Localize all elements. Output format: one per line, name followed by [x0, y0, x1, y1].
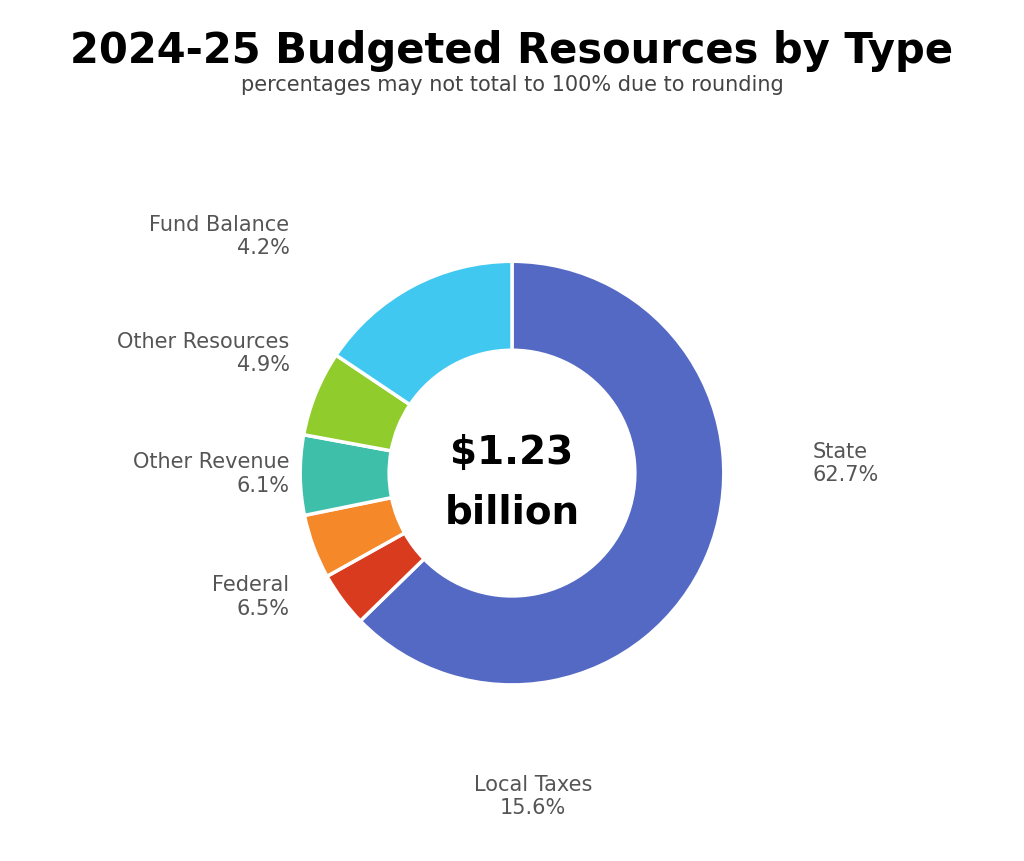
Wedge shape: [304, 498, 404, 577]
Wedge shape: [336, 262, 512, 406]
Text: $1.23: $1.23: [451, 433, 573, 471]
Text: Local Taxes
15.6%: Local Taxes 15.6%: [474, 774, 592, 817]
Text: Other Resources
4.9%: Other Resources 4.9%: [118, 331, 290, 375]
Text: Fund Balance
4.2%: Fund Balance 4.2%: [150, 215, 290, 258]
Text: State
62.7%: State 62.7%: [813, 442, 879, 485]
Text: Other Revenue
6.1%: Other Revenue 6.1%: [133, 452, 290, 495]
Text: billion: billion: [444, 492, 580, 530]
Wedge shape: [300, 435, 391, 516]
Wedge shape: [304, 356, 410, 451]
Text: 2024-25 Budgeted Resources by Type: 2024-25 Budgeted Resources by Type: [71, 30, 953, 72]
Text: percentages may not total to 100% due to rounding: percentages may not total to 100% due to…: [241, 75, 783, 95]
Wedge shape: [327, 533, 424, 622]
Wedge shape: [360, 262, 724, 685]
Text: Federal
6.5%: Federal 6.5%: [212, 574, 290, 618]
